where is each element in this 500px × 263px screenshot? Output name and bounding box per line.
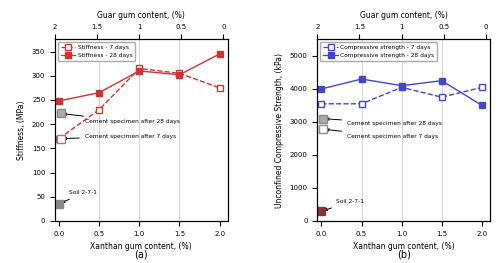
Text: Cement specimen after 7 days: Cement specimen after 7 days: [327, 129, 438, 139]
Legend: Stiffness - 7 days, Stiffness - 28 days: Stiffness - 7 days, Stiffness - 28 days: [58, 42, 136, 61]
Text: (a): (a): [134, 249, 148, 259]
Y-axis label: Stiffness, (MPa): Stiffness, (MPa): [17, 100, 26, 160]
Text: (b): (b): [397, 249, 410, 259]
Text: Soil 2-7-1: Soil 2-7-1: [62, 190, 98, 203]
Text: Cement specimen after 7 days: Cement specimen after 7 days: [64, 134, 176, 140]
Y-axis label: Unconfined Compressive Strength, (kPa): Unconfined Compressive Strength, (kPa): [275, 53, 284, 208]
Legend: Compressive strength - 7 days, Compressive strength - 28 days: Compressive strength - 7 days, Compressi…: [320, 42, 437, 61]
Text: Cement specimen after 28 days: Cement specimen after 28 days: [64, 113, 180, 124]
Text: Soil 2-7-1: Soil 2-7-1: [325, 199, 364, 210]
X-axis label: Xanthan gum content, (%): Xanthan gum content, (%): [353, 242, 454, 251]
Text: Cement specimen after 28 days: Cement specimen after 28 days: [327, 118, 442, 126]
X-axis label: Guar gum content, (%): Guar gum content, (%): [360, 11, 448, 20]
X-axis label: Guar gum content, (%): Guar gum content, (%): [98, 11, 185, 20]
X-axis label: Xanthan gum content, (%): Xanthan gum content, (%): [90, 242, 192, 251]
